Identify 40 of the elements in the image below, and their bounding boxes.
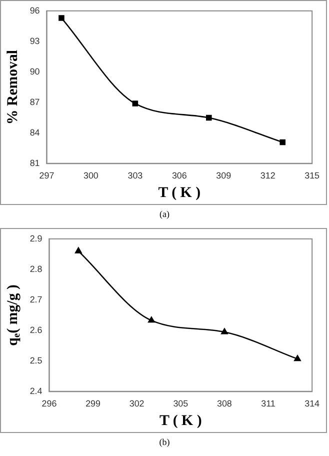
x-tick-label: 303: [128, 170, 143, 180]
y-tick-label: 2.4: [30, 386, 42, 396]
point: [58, 15, 64, 21]
point: [221, 328, 228, 334]
y-tick-label: 2.7: [30, 294, 42, 304]
y-tick-label: 96: [30, 5, 40, 16]
point: [294, 355, 301, 362]
x-tick-label: 311: [261, 398, 276, 408]
text: (b): [158, 437, 171, 447]
point: [132, 100, 138, 106]
x-tick-label: 300: [84, 170, 98, 180]
x-tick-label: 296: [42, 398, 57, 408]
point: [75, 247, 82, 254]
y-tick-label: 93: [30, 36, 40, 46]
y-tick-label: 81: [30, 158, 40, 168]
x-tick-label: 312: [260, 170, 276, 180]
x-tick-label: 315: [304, 170, 320, 180]
x-tick-label: 314: [304, 398, 320, 408]
x-tick-label: 308: [217, 398, 232, 408]
y-tick-label: 2.6: [30, 324, 42, 335]
y-tick-label: 2.8: [30, 264, 42, 274]
y-tick-label: 87: [30, 96, 40, 107]
x-tick-label: 302: [129, 398, 144, 408]
y-tick-label: 90: [30, 66, 40, 76]
x-tick-label: 299: [86, 398, 101, 408]
text: (a): [158, 209, 170, 219]
x-tick-label: 297: [39, 170, 54, 180]
x-tick-label: 306: [172, 170, 187, 180]
y-tick-label: 2.9: [30, 233, 42, 244]
x-tick-label: 305: [173, 398, 188, 408]
point: [280, 139, 286, 146]
y-tick-label: 84: [30, 128, 40, 138]
y-axis-title: qe( mg/g ): [4, 284, 22, 346]
point: [206, 114, 212, 121]
x-tick-label: 309: [216, 170, 232, 180]
x-axis-title: T ( K ): [158, 184, 201, 201]
point: [148, 316, 155, 323]
y-axis-title: % Removal: [4, 50, 21, 125]
y-tick-label: 2.5: [30, 356, 42, 366]
x-axis-title: T ( K ): [159, 412, 202, 429]
